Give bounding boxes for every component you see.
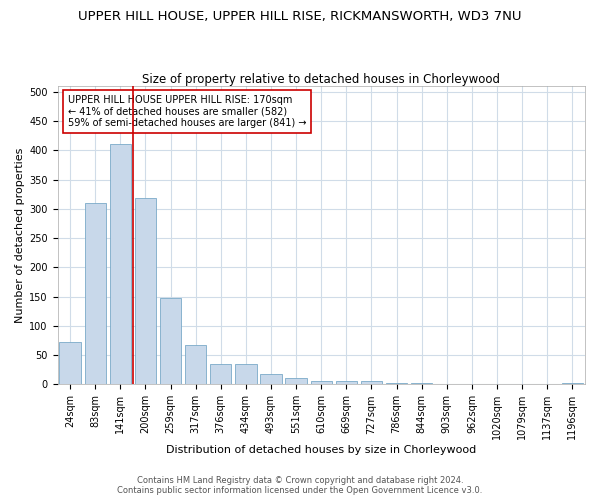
Bar: [160, 298, 181, 384]
Bar: [135, 198, 156, 384]
Text: UPPER HILL HOUSE, UPPER HILL RISE, RICKMANSWORTH, WD3 7NU: UPPER HILL HOUSE, UPPER HILL RISE, RICKM…: [78, 10, 522, 23]
Bar: [59, 342, 81, 384]
Bar: [286, 378, 307, 384]
Bar: [361, 382, 382, 384]
Bar: [210, 364, 232, 384]
Bar: [562, 382, 583, 384]
Bar: [185, 344, 206, 385]
Bar: [336, 382, 357, 384]
Bar: [411, 382, 433, 384]
Text: Contains HM Land Registry data © Crown copyright and database right 2024.
Contai: Contains HM Land Registry data © Crown c…: [118, 476, 482, 495]
Bar: [311, 381, 332, 384]
Bar: [235, 364, 257, 384]
X-axis label: Distribution of detached houses by size in Chorleywood: Distribution of detached houses by size …: [166, 445, 476, 455]
Title: Size of property relative to detached houses in Chorleywood: Size of property relative to detached ho…: [142, 73, 500, 86]
Bar: [85, 203, 106, 384]
Bar: [260, 374, 281, 384]
Text: UPPER HILL HOUSE UPPER HILL RISE: 170sqm
← 41% of detached houses are smaller (5: UPPER HILL HOUSE UPPER HILL RISE: 170sqm…: [68, 95, 307, 128]
Bar: [386, 382, 407, 384]
Y-axis label: Number of detached properties: Number of detached properties: [15, 148, 25, 323]
Bar: [110, 144, 131, 384]
